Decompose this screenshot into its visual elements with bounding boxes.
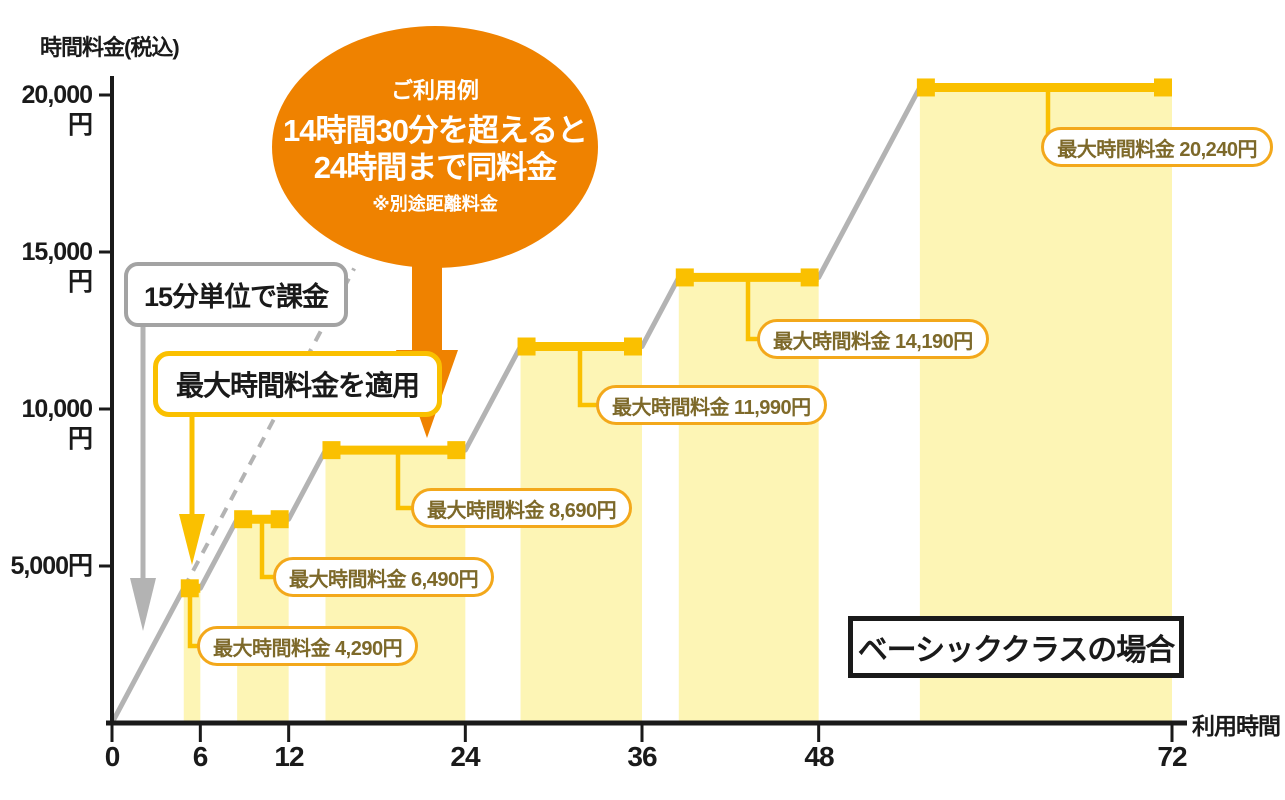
- axes: [99, 76, 1187, 742]
- max-fee-callout-4290: 最大時間料金 4,290円: [197, 626, 419, 666]
- usage-example-note: ※別途距離料金: [372, 194, 498, 215]
- connector-4: [577, 347, 599, 408]
- connector-5: [745, 278, 760, 342]
- x-axis-title: 利用時間: [1192, 713, 1281, 739]
- max-fee-flat-segments: [180, 78, 1172, 598]
- usage-example-tag: ご利用例: [390, 77, 479, 103]
- x-tick-6: 6: [192, 741, 209, 772]
- x-tick-48: 48: [804, 741, 834, 772]
- usage-example-balloon: ご利用例 14時間30分を超えると 24時間まで同料金 ※別途距離料金: [272, 26, 598, 268]
- x-tick-0: 0: [104, 741, 121, 772]
- x-tick-36: 36: [627, 741, 657, 772]
- basic-class-box: ベーシッククラスの場合: [848, 616, 1184, 678]
- max-fee-callout-11990: 最大時間料金 11,990円: [596, 385, 827, 425]
- max-fee-callout-8690: 最大時間料金 8,690円: [411, 488, 633, 528]
- usage-example-line1: 14時間30分を超えると: [282, 112, 588, 148]
- x-tick-72: 72: [1157, 741, 1187, 772]
- max-fee-apply-box: 最大時間料金を適用: [153, 351, 443, 417]
- max-fee-callout-6490: 最大時間料金 6,490円: [273, 557, 495, 597]
- x-tick-24: 24: [450, 741, 480, 772]
- max-fee-callout-20240: 最大時間料金 20,240円: [1041, 127, 1273, 167]
- y-tick-20000: 20,000円: [21, 81, 93, 139]
- y-tick-5000: 5,000円: [10, 552, 93, 580]
- y-tick-15000: 15,000円: [21, 238, 93, 296]
- max-fee-callout-14190: 最大時間料金 14,190円: [757, 319, 989, 359]
- yellow-down-arrow: [179, 411, 205, 565]
- gray-down-arrow: [130, 321, 156, 631]
- x-tick-12: 12: [274, 741, 304, 772]
- connector-3: [395, 451, 414, 511]
- y-axis-title: 時間料金(税込): [40, 35, 180, 60]
- billing-unit-box: 15分単位で課金: [124, 262, 349, 327]
- connector-1: [187, 596, 200, 649]
- usage-example-line2: 24時間まで同料金: [313, 150, 557, 186]
- y-tick-10000: 10,000円: [21, 395, 93, 453]
- connector-2: [259, 521, 277, 580]
